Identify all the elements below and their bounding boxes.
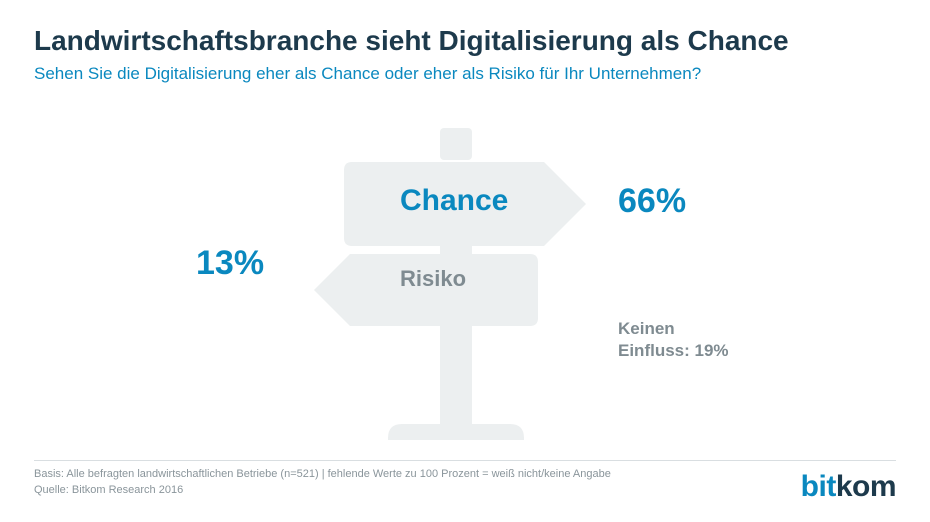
- chance-label: Chance: [400, 184, 508, 218]
- risiko-label: Risiko: [400, 266, 466, 292]
- neutral-line1: Keinen: [618, 319, 675, 338]
- chance-value: 66%: [618, 182, 686, 221]
- logo-part1: bit: [801, 470, 836, 503]
- footer-basis: Basis: Alle befragten landwirtschaftlich…: [34, 467, 896, 482]
- page-subtitle: Sehen Sie die Digitalisierung eher als C…: [34, 64, 896, 84]
- logo-part2: kom: [836, 470, 896, 503]
- neutral-line2: Einfluss: 19%: [618, 341, 729, 360]
- risiko-value: 13%: [196, 244, 264, 283]
- infographic-page: Landwirtschaftsbranche sieht Digitalisie…: [0, 0, 930, 522]
- footer-source: Quelle: Bitkom Research 2016: [34, 483, 896, 498]
- bitkom-logo: bitkom: [801, 470, 896, 504]
- footer: Basis: Alle befragten landwirtschaftlich…: [34, 460, 896, 498]
- page-title: Landwirtschaftsbranche sieht Digitalisie…: [34, 24, 896, 58]
- footer-divider: [34, 460, 896, 461]
- neutral-value: Keinen Einfluss: 19%: [618, 318, 729, 362]
